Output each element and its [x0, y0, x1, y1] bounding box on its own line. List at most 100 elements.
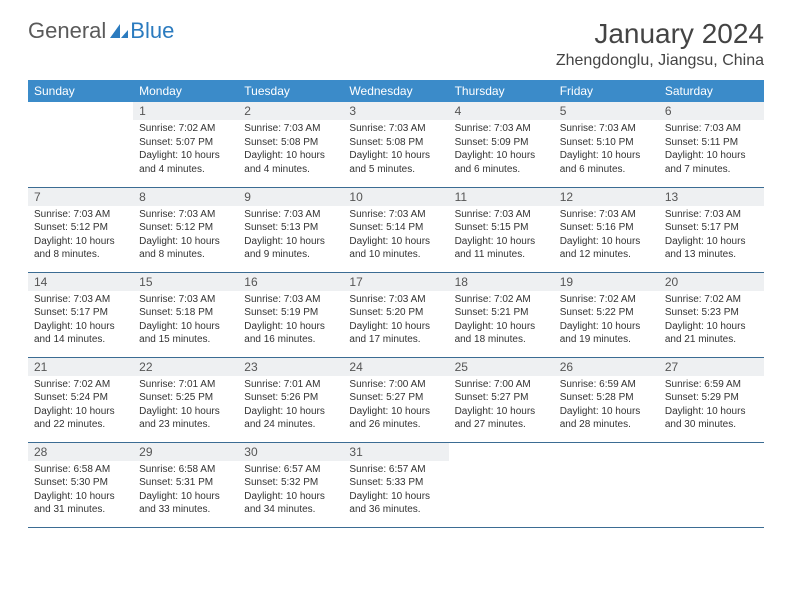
day-details: Sunrise: 7:02 AMSunset: 5:21 PMDaylight:…	[449, 291, 554, 351]
day-number: 10	[343, 188, 448, 206]
calendar-day-cell: 14Sunrise: 7:03 AMSunset: 5:17 PMDayligh…	[28, 272, 133, 357]
calendar-day-cell: 29Sunrise: 6:58 AMSunset: 5:31 PMDayligh…	[133, 442, 238, 527]
day-number: 1	[133, 102, 238, 120]
day-details: Sunrise: 7:00 AMSunset: 5:27 PMDaylight:…	[343, 376, 448, 436]
day-number: 13	[659, 188, 764, 206]
calendar-day-cell: 15Sunrise: 7:03 AMSunset: 5:18 PMDayligh…	[133, 272, 238, 357]
day-details: Sunrise: 6:58 AMSunset: 5:30 PMDaylight:…	[28, 461, 133, 521]
calendar-day-cell: 23Sunrise: 7:01 AMSunset: 5:26 PMDayligh…	[238, 357, 343, 442]
day-details: Sunrise: 7:02 AMSunset: 5:07 PMDaylight:…	[133, 120, 238, 180]
day-number: 12	[554, 188, 659, 206]
day-details: Sunrise: 7:03 AMSunset: 5:09 PMDaylight:…	[449, 120, 554, 180]
title-block: January 2024 Zhengdonglu, Jiangsu, China	[556, 18, 764, 70]
header: General Blue January 2024 Zhengdonglu, J…	[28, 18, 764, 70]
day-number: 9	[238, 188, 343, 206]
calendar-week-row: 28Sunrise: 6:58 AMSunset: 5:30 PMDayligh…	[28, 442, 764, 527]
weekday-header: Wednesday	[343, 80, 448, 102]
day-number: 30	[238, 443, 343, 461]
calendar-day-cell: 1Sunrise: 7:02 AMSunset: 5:07 PMDaylight…	[133, 102, 238, 187]
calendar-day-cell: 13Sunrise: 7:03 AMSunset: 5:17 PMDayligh…	[659, 187, 764, 272]
day-number: 6	[659, 102, 764, 120]
day-details: Sunrise: 7:01 AMSunset: 5:26 PMDaylight:…	[238, 376, 343, 436]
day-details: Sunrise: 7:03 AMSunset: 5:12 PMDaylight:…	[28, 206, 133, 266]
calendar-day-cell: 6Sunrise: 7:03 AMSunset: 5:11 PMDaylight…	[659, 102, 764, 187]
calendar-day-cell: 25Sunrise: 7:00 AMSunset: 5:27 PMDayligh…	[449, 357, 554, 442]
day-details: Sunrise: 7:02 AMSunset: 5:24 PMDaylight:…	[28, 376, 133, 436]
logo-text-blue: Blue	[106, 18, 174, 44]
calendar-day-cell: 24Sunrise: 7:00 AMSunset: 5:27 PMDayligh…	[343, 357, 448, 442]
calendar-day-cell: 5Sunrise: 7:03 AMSunset: 5:10 PMDaylight…	[554, 102, 659, 187]
day-number: 14	[28, 273, 133, 291]
calendar-day-cell: 27Sunrise: 6:59 AMSunset: 5:29 PMDayligh…	[659, 357, 764, 442]
day-details: Sunrise: 7:03 AMSunset: 5:19 PMDaylight:…	[238, 291, 343, 351]
calendar-day-cell: 12Sunrise: 7:03 AMSunset: 5:16 PMDayligh…	[554, 187, 659, 272]
day-details: Sunrise: 7:03 AMSunset: 5:11 PMDaylight:…	[659, 120, 764, 180]
day-details: Sunrise: 7:03 AMSunset: 5:18 PMDaylight:…	[133, 291, 238, 351]
day-details: Sunrise: 7:03 AMSunset: 5:16 PMDaylight:…	[554, 206, 659, 266]
day-details: Sunrise: 7:03 AMSunset: 5:17 PMDaylight:…	[28, 291, 133, 351]
day-number: 17	[343, 273, 448, 291]
calendar-body: ..1Sunrise: 7:02 AMSunset: 5:07 PMDaylig…	[28, 102, 764, 527]
calendar-day-cell: 3Sunrise: 7:03 AMSunset: 5:08 PMDaylight…	[343, 102, 448, 187]
day-details: Sunrise: 6:57 AMSunset: 5:33 PMDaylight:…	[343, 461, 448, 521]
calendar-week-row: ..1Sunrise: 7:02 AMSunset: 5:07 PMDaylig…	[28, 102, 764, 187]
calendar-day-cell: 20Sunrise: 7:02 AMSunset: 5:23 PMDayligh…	[659, 272, 764, 357]
day-number: 20	[659, 273, 764, 291]
day-number: 4	[449, 102, 554, 120]
day-number: 26	[554, 358, 659, 376]
day-number: 7	[28, 188, 133, 206]
day-details: Sunrise: 7:03 AMSunset: 5:08 PMDaylight:…	[238, 120, 343, 180]
weekday-header: Sunday	[28, 80, 133, 102]
calendar-day-cell: 7Sunrise: 7:03 AMSunset: 5:12 PMDaylight…	[28, 187, 133, 272]
day-details: Sunrise: 7:03 AMSunset: 5:10 PMDaylight:…	[554, 120, 659, 180]
day-number: 31	[343, 443, 448, 461]
day-details: Sunrise: 7:03 AMSunset: 5:17 PMDaylight:…	[659, 206, 764, 266]
day-details: Sunrise: 6:59 AMSunset: 5:29 PMDaylight:…	[659, 376, 764, 436]
calendar-day-cell: ..	[449, 442, 554, 527]
day-number: 5	[554, 102, 659, 120]
day-details: Sunrise: 7:03 AMSunset: 5:12 PMDaylight:…	[133, 206, 238, 266]
day-number: 16	[238, 273, 343, 291]
day-number: 18	[449, 273, 554, 291]
calendar-day-cell: ..	[554, 442, 659, 527]
day-details: Sunrise: 7:01 AMSunset: 5:25 PMDaylight:…	[133, 376, 238, 436]
logo-text-gray: General	[28, 18, 106, 44]
day-details: Sunrise: 7:03 AMSunset: 5:15 PMDaylight:…	[449, 206, 554, 266]
calendar-week-row: 7Sunrise: 7:03 AMSunset: 5:12 PMDaylight…	[28, 187, 764, 272]
calendar-day-cell: 31Sunrise: 6:57 AMSunset: 5:33 PMDayligh…	[343, 442, 448, 527]
day-number: 3	[343, 102, 448, 120]
logo: General Blue	[28, 18, 174, 44]
calendar-table: SundayMondayTuesdayWednesdayThursdayFrid…	[28, 80, 764, 528]
weekday-header: Friday	[554, 80, 659, 102]
calendar-week-row: 14Sunrise: 7:03 AMSunset: 5:17 PMDayligh…	[28, 272, 764, 357]
logo-sail-icon	[108, 22, 130, 40]
weekday-header: Monday	[133, 80, 238, 102]
day-details: Sunrise: 6:57 AMSunset: 5:32 PMDaylight:…	[238, 461, 343, 521]
day-details: Sunrise: 7:03 AMSunset: 5:20 PMDaylight:…	[343, 291, 448, 351]
day-details: Sunrise: 7:03 AMSunset: 5:13 PMDaylight:…	[238, 206, 343, 266]
day-details: Sunrise: 7:03 AMSunset: 5:14 PMDaylight:…	[343, 206, 448, 266]
calendar-day-cell: 11Sunrise: 7:03 AMSunset: 5:15 PMDayligh…	[449, 187, 554, 272]
weekday-header: Saturday	[659, 80, 764, 102]
weekday-header-row: SundayMondayTuesdayWednesdayThursdayFrid…	[28, 80, 764, 102]
day-number: 2	[238, 102, 343, 120]
day-number: 8	[133, 188, 238, 206]
calendar-day-cell: 9Sunrise: 7:03 AMSunset: 5:13 PMDaylight…	[238, 187, 343, 272]
day-details: Sunrise: 7:02 AMSunset: 5:22 PMDaylight:…	[554, 291, 659, 351]
day-number: 28	[28, 443, 133, 461]
calendar-day-cell: 19Sunrise: 7:02 AMSunset: 5:22 PMDayligh…	[554, 272, 659, 357]
day-number: 21	[28, 358, 133, 376]
day-number: 15	[133, 273, 238, 291]
logo-blue-label: Blue	[130, 18, 174, 44]
calendar-day-cell: ..	[28, 102, 133, 187]
day-number: 22	[133, 358, 238, 376]
calendar-day-cell: 8Sunrise: 7:03 AMSunset: 5:12 PMDaylight…	[133, 187, 238, 272]
location: Zhengdonglu, Jiangsu, China	[556, 52, 764, 70]
day-number: 27	[659, 358, 764, 376]
day-number: 23	[238, 358, 343, 376]
day-details: Sunrise: 7:03 AMSunset: 5:08 PMDaylight:…	[343, 120, 448, 180]
calendar-day-cell: 2Sunrise: 7:03 AMSunset: 5:08 PMDaylight…	[238, 102, 343, 187]
month-title: January 2024	[556, 18, 764, 50]
day-number: 11	[449, 188, 554, 206]
calendar-day-cell: 21Sunrise: 7:02 AMSunset: 5:24 PMDayligh…	[28, 357, 133, 442]
